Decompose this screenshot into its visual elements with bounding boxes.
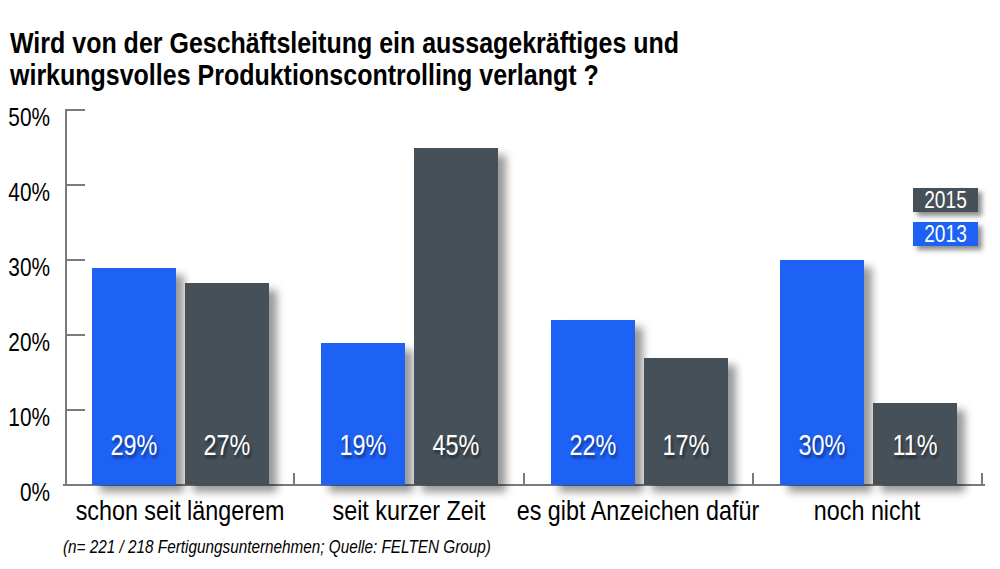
chart-title-line1: Wird von der Geschäftsleitung ein aussag… — [10, 27, 679, 59]
bar-value-label-2013: 19% — [330, 428, 396, 462]
y-axis-tick — [65, 184, 85, 186]
bar-value-label-2013: 30% — [789, 428, 855, 462]
chart-title-line2: wirkungsvolles Produktionscontrolling ve… — [10, 59, 679, 91]
bar-value-label-2013: 22% — [560, 428, 626, 462]
y-axis-tick — [65, 334, 85, 336]
y-axis-label: 50% — [8, 103, 50, 132]
bar-value-label-2013: 29% — [101, 428, 167, 462]
x-axis-tick — [523, 473, 525, 485]
y-axis-tick — [65, 409, 85, 411]
y-axis-label: 40% — [8, 178, 50, 207]
chart-title: Wird von der Geschäftsleitung ein aussag… — [10, 27, 679, 91]
bar-2013 — [321, 343, 405, 486]
y-axis-tick — [65, 259, 85, 261]
x-axis-tick — [752, 473, 754, 485]
legend-label: 2013 — [918, 222, 972, 246]
bar-value-label-2015: 45% — [423, 428, 489, 462]
bar-value-label-2015: 27% — [194, 428, 260, 462]
y-axis-label: 10% — [8, 403, 50, 432]
bar-value-label-2015: 17% — [653, 428, 719, 462]
x-axis-tick — [293, 473, 295, 485]
x-axis-tick — [981, 473, 983, 485]
y-axis-label: 30% — [8, 253, 50, 282]
y-axis-tick — [65, 109, 85, 111]
y-axis-line — [65, 110, 67, 485]
x-axis-category-label: noch nicht — [451, 495, 1000, 527]
bar-value-label-2015: 11% — [882, 428, 948, 462]
bar-2015 — [644, 358, 728, 486]
footnote: (n= 221 / 218 Fertigungsunternehmen; Que… — [63, 537, 491, 558]
legend-item-2015: 2015 — [913, 188, 978, 212]
legend-item-2013: 2013 — [913, 222, 978, 246]
legend-label: 2015 — [918, 188, 972, 212]
y-axis-label: 20% — [8, 328, 50, 357]
